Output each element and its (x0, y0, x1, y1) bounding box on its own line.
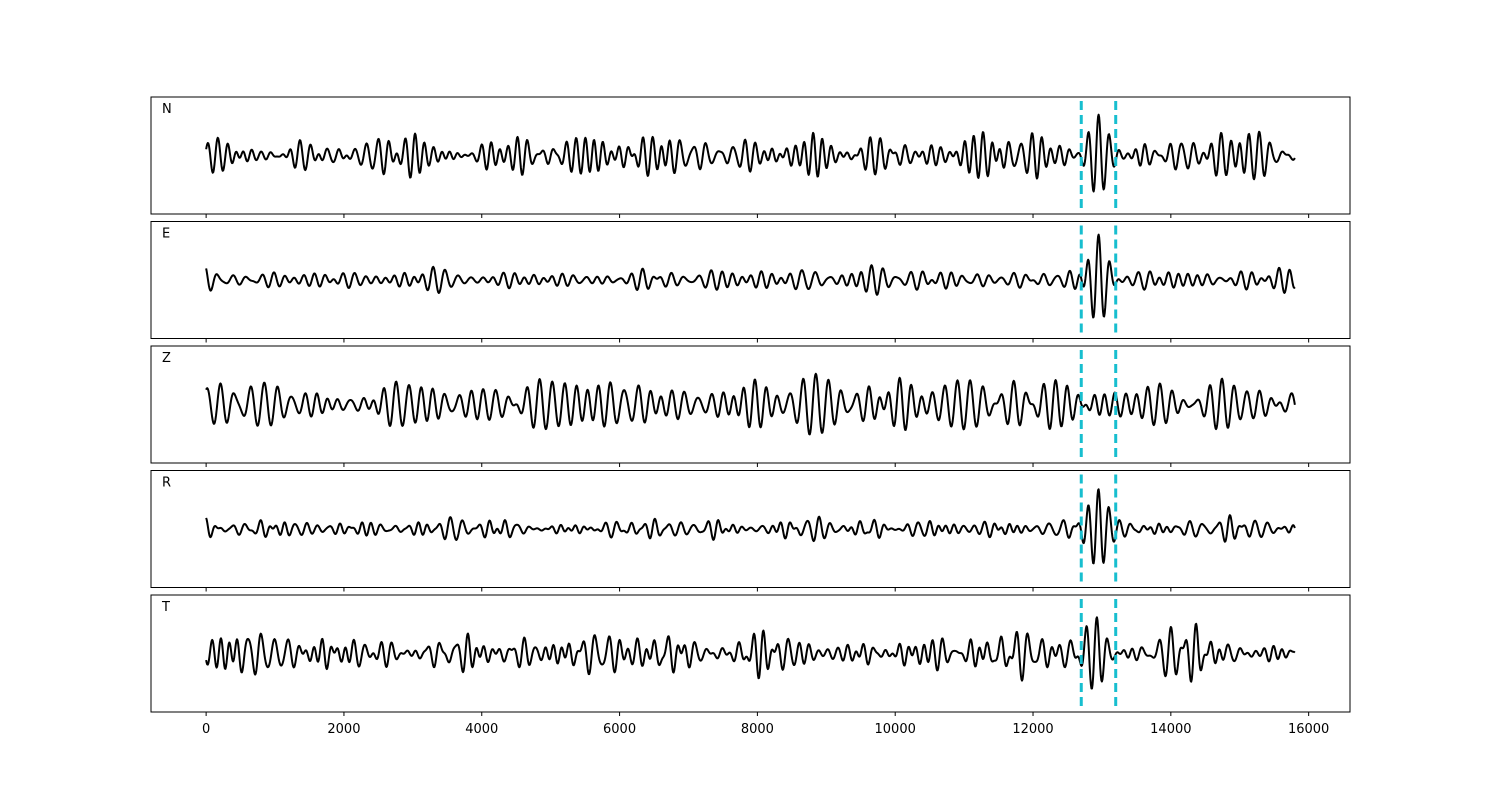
x-axis: 0 2000 4000 6000 8000 10000 12000 14000 16000 (202, 722, 1329, 737)
panel-label: N (162, 102, 172, 117)
x-tick-label: 10000 (875, 722, 916, 737)
panel-frame (150, 470, 1351, 588)
trace-n (205, 113, 1296, 193)
x-tick-label: 12000 (1012, 722, 1053, 737)
panel-label: T (161, 600, 170, 615)
panel-label: R (162, 476, 171, 491)
panel-label: Z (162, 351, 171, 366)
x-tick-label: 8000 (741, 722, 774, 737)
panel-frame (150, 221, 1351, 339)
x-tick-label: 6000 (603, 722, 636, 737)
x-tick-label: 2000 (327, 722, 360, 737)
x-tick-label: 0 (202, 722, 210, 737)
panel-t: T (150, 594, 1351, 716)
x-tick-label: 14000 (1150, 722, 1191, 737)
panel-frame (150, 96, 1351, 215)
panel-r: R (150, 470, 1351, 592)
panel-frame (150, 594, 1351, 713)
x-tick-label: 4000 (465, 722, 498, 737)
panel-n: N (150, 96, 1351, 218)
x-tick-label: 16000 (1288, 722, 1329, 737)
trace-z (205, 372, 1296, 436)
panel-e: E (150, 221, 1351, 343)
panel-label: E (162, 227, 170, 242)
trace-r (205, 488, 1296, 565)
panel-z: Z (150, 345, 1351, 467)
trace-e (205, 233, 1296, 319)
trace-t (205, 616, 1296, 690)
panel-frame (150, 345, 1351, 464)
